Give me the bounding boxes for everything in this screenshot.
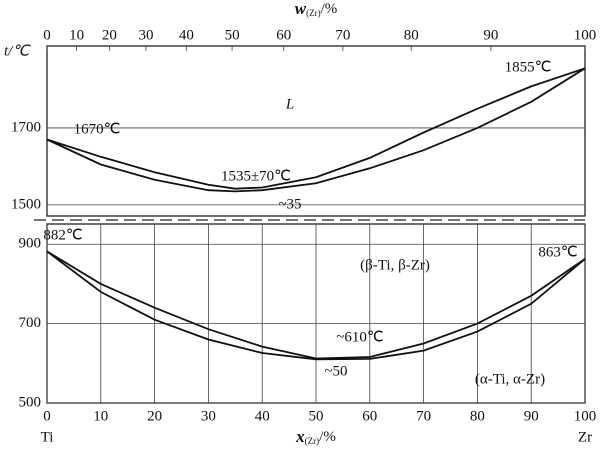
curve	[46, 250, 586, 361]
x2-tick-label: 50	[225, 27, 240, 43]
y-axis-label: t/℃	[4, 43, 31, 59]
axis-label-part: /%	[321, 1, 338, 17]
annotation: L	[285, 96, 294, 112]
x2-tick-label: 60	[276, 27, 291, 43]
y-tick-label: 700	[19, 315, 42, 331]
end-label: Ti	[41, 429, 54, 445]
x2-tick-label: 90	[483, 27, 498, 43]
x2-tick-label: 0	[43, 27, 51, 43]
x2-tick-label: 70	[335, 27, 350, 43]
x-tick-label: 100	[574, 408, 597, 424]
annotation: 882℃	[43, 227, 82, 243]
axis-label-part: (Zr)	[306, 8, 321, 18]
axis-label: w(Zr)/%	[295, 0, 338, 18]
x-tick-label: 20	[147, 408, 162, 424]
annotation: (β-Ti, β-Zr)	[360, 257, 430, 273]
axis-label-part: w	[295, 0, 307, 18]
x-tick-label: 70	[416, 408, 431, 424]
x2-tick-label: 10	[69, 27, 84, 43]
x-tick-label: 80	[470, 408, 485, 424]
annotation: 1855℃	[505, 59, 552, 75]
x-tick-label: 10	[93, 408, 108, 424]
curve	[46, 67, 586, 190]
x2-tick-label: 40	[179, 27, 194, 43]
annotation: 863℃	[538, 244, 577, 260]
plot-frame	[46, 45, 586, 217]
x2-tick-label: 80	[404, 27, 419, 43]
x-tick-label: 90	[524, 408, 539, 424]
x-tick-label: 0	[43, 408, 51, 424]
annotation: 1670℃	[74, 121, 121, 137]
axis-label: x(Zr)/%	[295, 427, 336, 446]
y-tick-label: 1700	[11, 119, 41, 135]
y-tick-label: 500	[19, 394, 42, 410]
axis-label-part: /%	[319, 429, 336, 445]
x-tick-label: 30	[201, 408, 216, 424]
end-label: Zr	[578, 429, 592, 445]
annotation: (α-Ti, α-Zr)	[475, 371, 545, 387]
x-tick-label: 50	[309, 408, 324, 424]
y-tick-label: 900	[19, 236, 42, 252]
x-tick-label: 60	[362, 408, 377, 424]
x-tick-label: 40	[255, 408, 270, 424]
x2-tick-label: 30	[138, 27, 153, 43]
axis-label-part: x	[295, 427, 305, 446]
x2-tick-label: 20	[102, 27, 117, 43]
curve	[46, 67, 586, 193]
annotation: ~35	[278, 196, 301, 212]
annotation: 1535±70℃	[221, 168, 291, 184]
axis-label-part: (Zr)	[305, 436, 320, 446]
x2-tick-label: 100	[574, 27, 597, 43]
annotation: ~50	[324, 363, 347, 379]
y-tick-label: 1500	[11, 196, 41, 212]
annotation: ~610℃	[336, 329, 383, 345]
